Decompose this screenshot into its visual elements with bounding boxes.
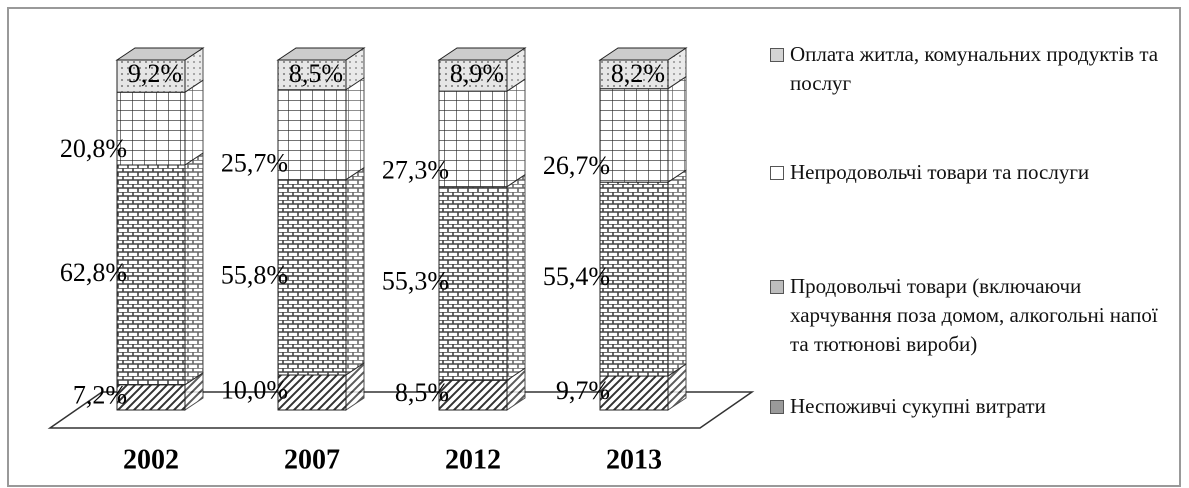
x-tick-label: 2013 [606,444,662,475]
data-label: 8,5% [289,59,343,88]
bar-side [345,76,365,181]
data-label: 8,9% [450,59,504,88]
legend-item: Неспоживчі сукупні витрати [770,392,1180,421]
bar-side [667,169,687,377]
bar-segment [116,164,186,386]
bar-side [506,173,526,382]
bar-segment [277,374,347,411]
data-label: 62,8% [60,258,127,287]
data-label: 9,7% [556,376,610,405]
frame [7,7,1181,487]
legend-label: Оплата житла, комунальних продуктів та п… [790,42,1159,95]
bar-side [667,75,687,184]
floor [47,391,755,429]
bar-segment [599,181,669,377]
bar-segment [277,179,347,376]
legend-item: Оплата житла, комунальних продуктів та п… [770,40,1180,98]
bar-segment [438,90,508,188]
bar-side [184,152,204,386]
data-label: 20,8% [60,134,127,163]
data-label: 8,2% [611,59,665,88]
data-label: 55,8% [221,260,288,289]
legend-item: Непродовольчі товари та послуги [770,158,1180,187]
bar-segment [277,59,347,91]
bar-segment [438,186,508,381]
bar-segment [599,375,669,411]
x-tick-label: 2002 [123,444,179,475]
legend-label: Продовольчі товари (включаючи харчування… [790,274,1158,356]
bar-side [345,166,365,376]
bar-segment [438,379,508,411]
bar-segment [116,91,186,166]
data-label: 9,2% [128,59,182,88]
bar-side [506,78,526,188]
data-label: 27,3% [382,156,449,185]
legend-label: Неспоживчі сукупні витрати [790,394,1046,418]
bar-top [437,47,527,61]
bar-segment [116,384,186,411]
legend-swatch [770,166,784,180]
legend-swatch [770,48,784,62]
x-tick-label: 2007 [284,444,340,475]
bar-top [598,47,688,61]
data-label: 25,7% [221,149,288,178]
legend-label: Непродовольчі товари та послуги [790,160,1090,184]
bar-segment [599,88,669,183]
legend-item: Продовольчі товари (включаючи харчування… [770,272,1180,359]
data-label: 10,0% [221,375,288,404]
legend-swatch [770,280,784,294]
data-label: 8,5% [395,378,449,407]
data-label: 55,3% [382,266,449,295]
bar-side [184,79,204,166]
legend-swatch [770,400,784,414]
bar-top [115,47,205,61]
data-label: 26,7% [543,151,610,180]
bar-top [276,47,366,61]
bar-segment [438,59,508,92]
data-label: 55,4% [543,262,610,291]
bar-segment [277,89,347,181]
x-tick-label: 2012 [445,444,501,475]
